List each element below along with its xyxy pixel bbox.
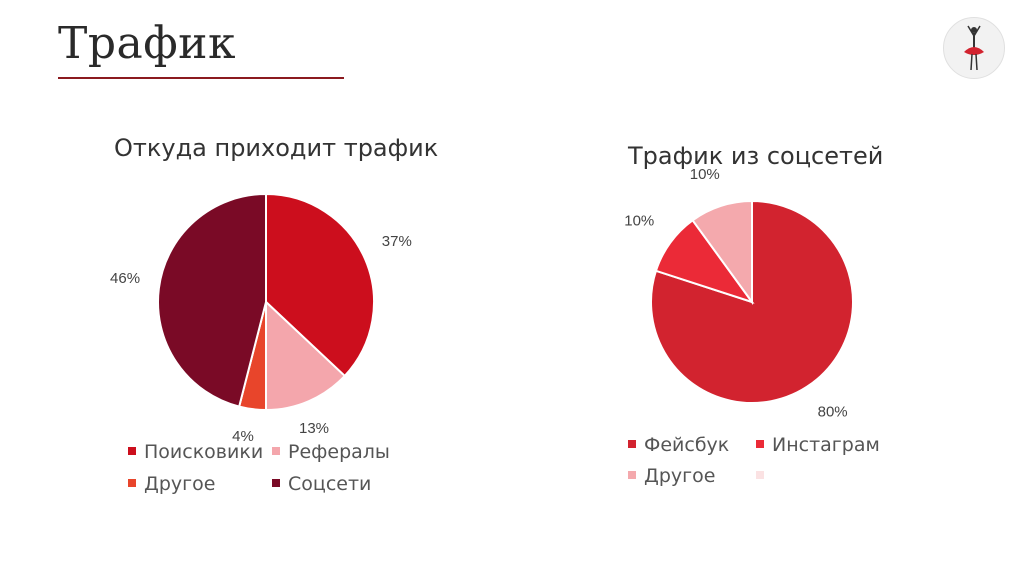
legend-swatch-0-1 xyxy=(272,446,280,455)
legend-label-1-2: Другое xyxy=(644,465,716,487)
pie-slice-0-3 xyxy=(157,192,267,408)
slide-title: Трафик xyxy=(58,18,237,69)
legend-label-1-1: Инстаграм xyxy=(772,434,880,456)
legend-item-1-0: Фейсбук xyxy=(628,434,729,456)
logo xyxy=(943,17,1005,79)
data-label-1-2: 10% xyxy=(690,166,720,183)
pie-slice-0-1 xyxy=(265,299,347,412)
legend-label-0-0: Поисковики xyxy=(144,441,264,463)
legend-item-0-0: Поисковики xyxy=(128,441,263,463)
legend-item-0-1: Рефералы xyxy=(272,441,390,463)
legend-swatch-0-0 xyxy=(128,446,136,455)
legend-label-1-0: Фейсбук xyxy=(644,434,730,456)
ballerina-icon xyxy=(964,25,984,71)
legend-item-0-2: Другое xyxy=(128,473,215,495)
legend-item-0-3: Соцсети xyxy=(272,473,371,495)
legend-item-1-1: Инстаграм xyxy=(756,434,880,456)
data-label-0-0: 37% xyxy=(382,233,412,250)
chart-title-social-traffic: Трафик из соцсетей xyxy=(628,142,884,170)
legend-swatch-0-3 xyxy=(272,478,280,487)
legend-label-0-1: Рефералы xyxy=(288,441,390,463)
legend-item-1-3 xyxy=(756,465,772,487)
legend-swatch-1-0 xyxy=(628,439,636,448)
legend-swatch-0-2 xyxy=(128,478,136,487)
data-label-0-2: 4% xyxy=(232,428,254,445)
data-label-1-0: 80% xyxy=(818,404,848,421)
title-underline xyxy=(58,77,344,79)
chart-title-traffic-sources: Откуда приходит трафик xyxy=(114,134,439,162)
legend-swatch-1-1 xyxy=(756,439,764,448)
pie-slice-0-0 xyxy=(265,192,375,378)
pie-slice-1-2 xyxy=(691,199,753,306)
legend-label-0-2: Другое xyxy=(144,473,216,495)
legend-label-0-3: Соцсети xyxy=(288,473,372,495)
legend-item-1-2: Другое xyxy=(628,465,715,487)
data-label-0-1: 13% xyxy=(299,420,329,437)
data-label-1-1: 10% xyxy=(624,212,654,229)
legend-swatch-1-3 xyxy=(756,470,764,479)
data-label-0-3: 46% xyxy=(110,270,140,287)
legend-swatch-1-2 xyxy=(628,470,636,479)
